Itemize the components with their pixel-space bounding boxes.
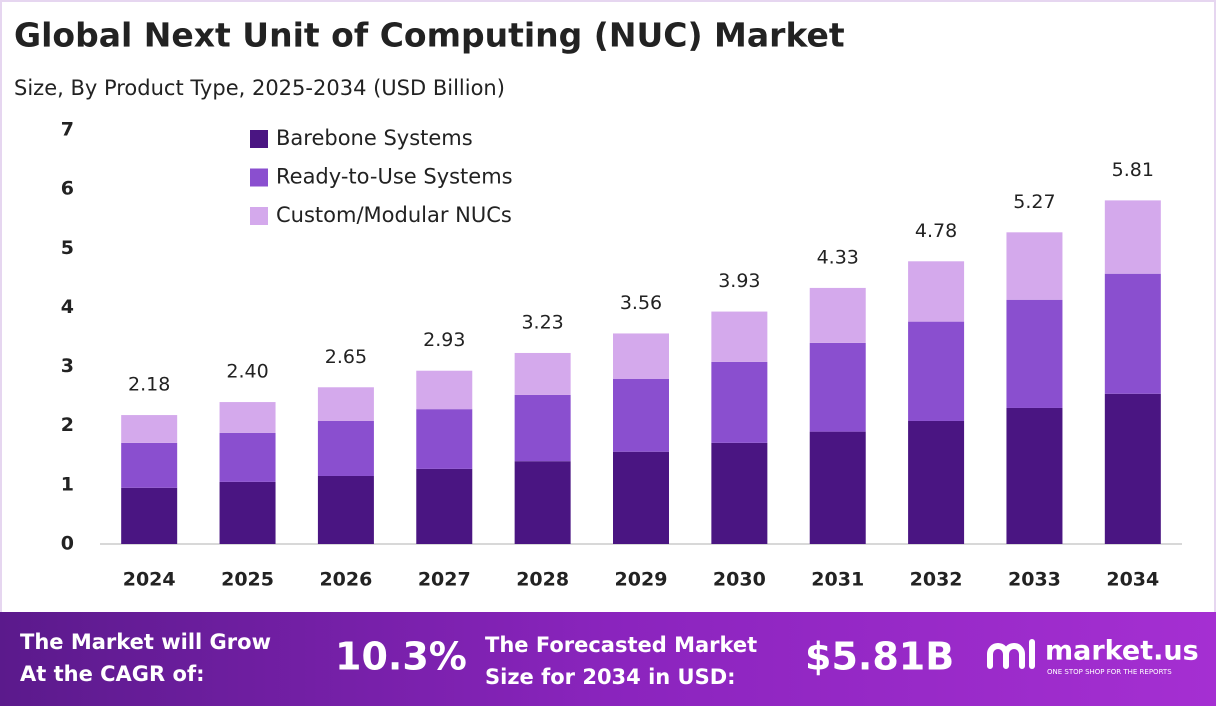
total-label: 2.65 [325, 346, 367, 368]
x-tick-label: 2028 [516, 569, 569, 591]
y-tick-label: 0 [61, 533, 74, 555]
x-tick-label: 2034 [1106, 569, 1159, 591]
y-tick-label: 1 [61, 473, 74, 495]
bar-segment [219, 432, 276, 482]
total-label: 3.93 [718, 270, 760, 292]
x-tick-label: 2029 [615, 569, 668, 591]
total-label: 3.23 [521, 311, 563, 333]
bar-segment [613, 333, 669, 379]
bar-segment [317, 475, 374, 544]
legend-label: Ready-to-Use Systems [276, 165, 513, 189]
bar-segment [1006, 232, 1063, 300]
y-tick-label: 5 [61, 237, 74, 259]
bar-segment [711, 361, 768, 443]
total-label: 3.56 [620, 292, 662, 314]
bar-segment [416, 409, 473, 469]
bar-segment [613, 451, 669, 544]
total-label: 2.18 [128, 374, 170, 396]
bar-segment [317, 387, 374, 421]
legend-swatch [250, 130, 268, 148]
bar-segment [416, 468, 473, 544]
x-tick-label: 2024 [123, 569, 176, 591]
x-tick-label: 2026 [319, 569, 372, 591]
total-label: 2.40 [226, 361, 268, 383]
chart-title: Global Next Unit of Computing (NUC) Mark… [14, 16, 845, 55]
bar-segment [416, 370, 473, 410]
bar-segment [809, 431, 866, 544]
logo-text: market.us [1045, 636, 1199, 667]
bar-segment [514, 394, 571, 462]
bar-segment [1104, 273, 1161, 394]
footer-band [0, 612, 1216, 706]
bar-segment [121, 487, 178, 544]
x-tick-label: 2025 [221, 569, 274, 591]
y-tick-label: 6 [61, 178, 74, 200]
x-tick-label: 2030 [713, 569, 766, 591]
bar-segment [908, 261, 965, 322]
legend-label: Custom/Modular NUCs [276, 203, 512, 227]
legend-swatch [250, 168, 268, 187]
y-tick-label: 3 [61, 355, 74, 377]
x-tick-label: 2031 [811, 569, 864, 591]
bar-segment [908, 420, 965, 544]
y-tick-label: 2 [61, 414, 74, 436]
y-tick-label: 7 [61, 119, 74, 141]
total-label: 4.78 [915, 220, 957, 242]
legend-label: Barebone Systems [276, 126, 473, 150]
cagr-label: The Market will Grow [20, 630, 271, 654]
bar-segment [1006, 407, 1063, 544]
bar-segment [219, 481, 276, 544]
x-tick-label: 2032 [910, 569, 963, 591]
total-label: 4.33 [817, 246, 859, 268]
legend-swatch [250, 207, 268, 225]
total-label: 2.93 [423, 329, 465, 351]
y-tick-label: 4 [61, 296, 74, 318]
total-label: 5.81 [1112, 159, 1154, 181]
bar-segment [711, 311, 768, 362]
bar-segment [1006, 299, 1063, 408]
chart-subtitle: Size, By Product Type, 2025-2034 (USD Bi… [14, 76, 505, 100]
logo-icon [987, 639, 1035, 669]
bar-segment [1104, 200, 1161, 274]
forecast-label: The Forecasted Market [485, 633, 757, 657]
bar-segment [317, 420, 374, 476]
logo-tagline: ONE STOP SHOP FOR THE REPORTS [1047, 668, 1172, 676]
cagr-label: At the CAGR of: [20, 662, 205, 686]
total-label: 5.27 [1013, 191, 1055, 213]
bar-segment [121, 442, 178, 488]
cagr-value: 10.3% [335, 635, 467, 679]
bar-segment [809, 287, 866, 343]
bar-segment [121, 415, 178, 443]
forecast-label: Size for 2034 in USD: [485, 665, 736, 689]
bar-segment [219, 402, 276, 433]
x-tick-label: 2027 [418, 569, 471, 591]
bar-segment [514, 352, 571, 395]
bar-segment [1104, 393, 1161, 544]
bar-segment [711, 442, 768, 544]
x-tick-label: 2033 [1008, 569, 1061, 591]
bar-segment [613, 378, 669, 452]
bar-segment [809, 342, 866, 432]
forecast-value: $5.81B [805, 635, 954, 679]
bar-segment [908, 321, 965, 421]
bar-segment [514, 461, 571, 544]
